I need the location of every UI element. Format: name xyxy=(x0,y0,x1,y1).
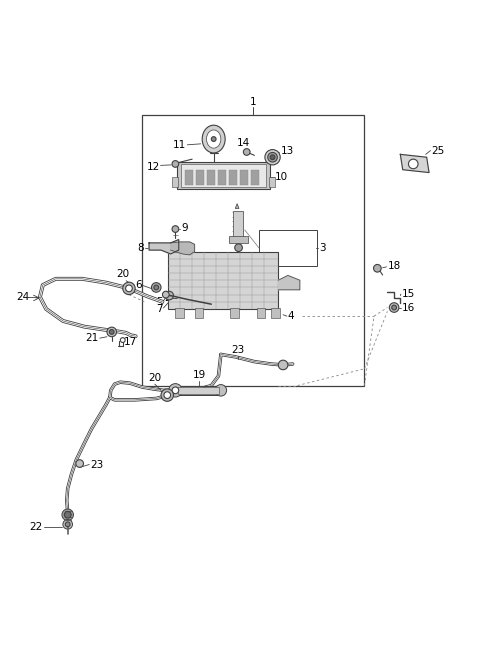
Circle shape xyxy=(392,305,396,310)
Text: 10: 10 xyxy=(275,173,288,182)
Text: 12: 12 xyxy=(146,162,159,172)
Bar xyxy=(207,170,215,184)
Circle shape xyxy=(64,512,71,518)
Circle shape xyxy=(389,303,399,312)
Bar xyxy=(180,164,266,187)
Text: 15: 15 xyxy=(402,289,415,299)
Text: 13: 13 xyxy=(281,147,294,157)
Bar xyxy=(172,177,178,187)
Circle shape xyxy=(172,161,179,167)
Text: 18: 18 xyxy=(387,261,401,271)
Polygon shape xyxy=(400,155,429,173)
Polygon shape xyxy=(170,242,194,255)
Circle shape xyxy=(172,225,179,233)
Bar xyxy=(240,170,248,184)
Circle shape xyxy=(126,285,132,292)
Bar xyxy=(175,308,184,317)
Bar xyxy=(257,308,265,317)
Circle shape xyxy=(123,282,135,295)
Circle shape xyxy=(265,149,280,165)
Circle shape xyxy=(373,264,381,272)
Text: 9: 9 xyxy=(181,223,188,233)
Bar xyxy=(230,308,239,317)
Circle shape xyxy=(165,292,173,300)
Bar xyxy=(229,236,248,243)
Circle shape xyxy=(235,244,242,252)
Bar xyxy=(196,170,204,184)
Bar xyxy=(233,211,243,239)
Circle shape xyxy=(162,292,169,298)
Text: 22: 22 xyxy=(30,522,43,531)
Circle shape xyxy=(154,285,158,290)
Circle shape xyxy=(270,155,275,160)
Circle shape xyxy=(278,360,288,369)
Text: 7: 7 xyxy=(156,304,162,314)
Bar xyxy=(269,177,275,187)
Circle shape xyxy=(172,387,179,394)
Circle shape xyxy=(120,338,125,342)
Bar xyxy=(229,170,237,184)
Text: 25: 25 xyxy=(432,145,444,155)
Bar xyxy=(177,386,220,395)
Bar xyxy=(142,115,364,385)
Polygon shape xyxy=(149,239,179,254)
Text: 4: 4 xyxy=(288,311,295,321)
Circle shape xyxy=(62,509,73,520)
Text: 5: 5 xyxy=(156,297,162,307)
Circle shape xyxy=(211,137,216,141)
Text: 3: 3 xyxy=(319,243,325,253)
Text: 23: 23 xyxy=(91,459,104,469)
Text: 23: 23 xyxy=(231,346,244,356)
Bar xyxy=(259,230,317,266)
Text: 16: 16 xyxy=(402,303,415,313)
Bar xyxy=(271,308,280,317)
Text: 17: 17 xyxy=(124,338,137,348)
Circle shape xyxy=(408,159,418,169)
Circle shape xyxy=(168,383,182,397)
Bar xyxy=(252,170,259,184)
Circle shape xyxy=(164,392,170,399)
Circle shape xyxy=(109,330,114,334)
Text: 6: 6 xyxy=(135,280,142,290)
Circle shape xyxy=(215,385,227,396)
Bar xyxy=(168,252,278,309)
Text: 20: 20 xyxy=(116,269,129,280)
Circle shape xyxy=(63,520,72,529)
Ellipse shape xyxy=(202,125,225,153)
Bar xyxy=(178,387,219,394)
Text: 1: 1 xyxy=(250,97,257,106)
Bar xyxy=(218,170,226,184)
Text: 14: 14 xyxy=(237,137,251,147)
Circle shape xyxy=(243,149,250,155)
Polygon shape xyxy=(235,204,239,208)
Circle shape xyxy=(161,389,173,401)
Text: 19: 19 xyxy=(192,369,206,380)
Bar xyxy=(185,170,192,184)
Bar xyxy=(177,161,270,189)
Polygon shape xyxy=(278,276,300,290)
Text: 8: 8 xyxy=(138,243,144,253)
Circle shape xyxy=(268,153,277,162)
Text: 20: 20 xyxy=(148,373,161,383)
Text: 11: 11 xyxy=(173,139,186,150)
Ellipse shape xyxy=(206,130,221,148)
Bar xyxy=(194,308,203,317)
Circle shape xyxy=(107,327,117,336)
Text: 21: 21 xyxy=(85,333,99,343)
Circle shape xyxy=(76,459,84,467)
Circle shape xyxy=(152,283,161,292)
Text: 24: 24 xyxy=(16,292,29,302)
Text: 2: 2 xyxy=(165,293,171,303)
Circle shape xyxy=(65,522,70,527)
